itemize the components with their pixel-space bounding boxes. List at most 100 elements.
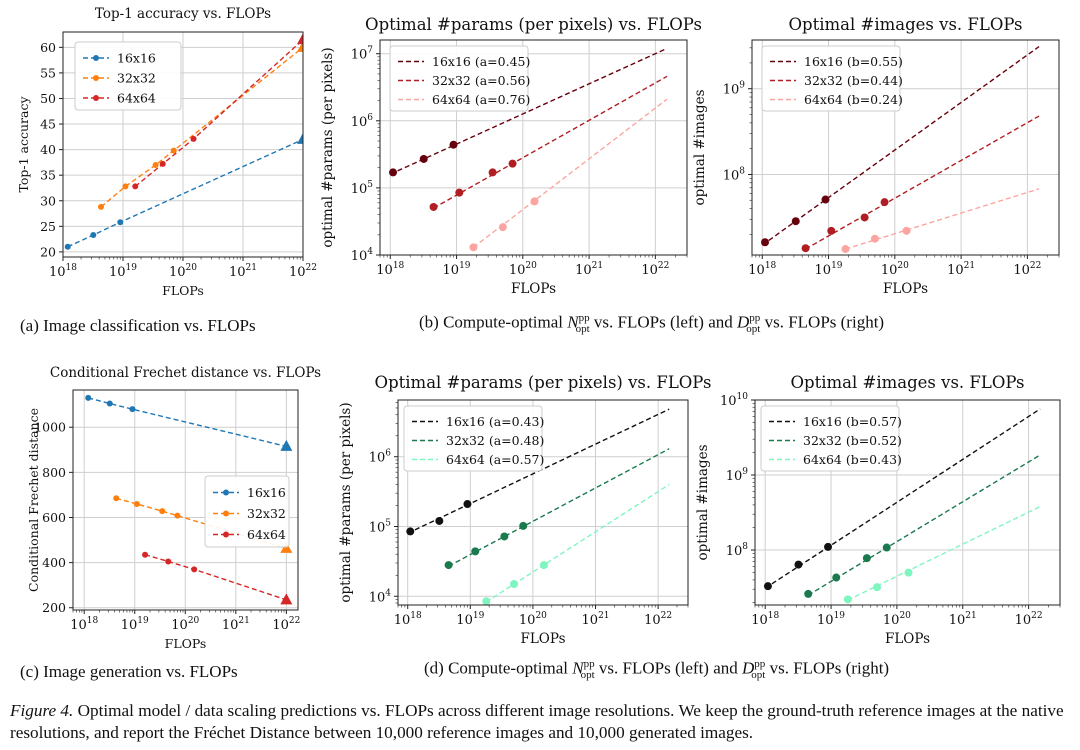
data-point [821,195,830,204]
series-2 [841,188,1040,254]
data-point [98,203,105,210]
data-point [860,213,869,222]
data-point [429,202,438,211]
axes-frame [62,31,304,258]
tick-exponent: 8 [739,166,745,176]
x-axis-label: FLOPs [511,281,556,297]
data-point [902,226,911,235]
caption-a: (a) Image classification vs. FLOPs [20,316,256,335]
tick-base: 10 [222,618,239,633]
plot-area [64,33,303,250]
data-point [129,406,136,413]
tick-exponent: 20 [897,261,909,271]
data-point [870,234,879,243]
series-fit-line [448,448,670,567]
prediction-marker [280,593,293,605]
data-point [113,495,120,502]
data-point [455,188,464,197]
x-tick-label: 1018 [376,261,404,278]
legend: 16x16 32x32 64x64 [74,41,182,111]
tick-base: 10 [229,265,246,280]
y-tick-label: 106 [369,449,392,466]
tick-base: 10 [456,613,473,628]
chart-B: Optimal #params (per pixels) vs. FLOPs 10… [320,15,702,297]
series-fit-line [389,47,668,175]
data-point [498,223,507,232]
data-point [763,582,772,591]
tick-base: 10 [726,544,743,559]
data-point [824,542,833,551]
tick-base: 10 [171,618,188,633]
series-line [144,554,287,601]
tick-exponent: 22 [661,611,672,621]
data-point [761,238,770,247]
tick-exponent: 19 [126,263,138,273]
x-tick-label: 1021 [229,263,257,280]
series-line [88,397,287,448]
tick-base: 10 [748,263,765,278]
x-tick-label: 1022 [272,616,300,633]
x-tick-label: 1020 [509,261,537,278]
tick-base: 10 [1013,263,1030,278]
x-tick-label: 1019 [456,611,484,628]
series-fit-line [473,98,668,248]
tick-base: 10 [720,394,737,409]
grid [398,400,688,605]
chart-title: Conditional Frechet distance vs. FLOPs [50,365,321,381]
tick-exponent: 7 [367,46,373,56]
legend-box [403,405,543,472]
series-2 [469,98,668,252]
tick-exponent: 21 [598,611,609,621]
tick-base: 10 [947,263,964,278]
y-axis-label: optimal #params (per pixels) [320,47,336,247]
tick-exponent: 19 [834,611,846,621]
x-tick-label: 1019 [817,611,845,628]
tick-exponent: 4 [367,247,373,257]
tick-base: 10 [575,263,592,278]
tick-base: 10 [949,613,966,628]
caption-c: (c) Image generation vs. FLOPs [20,662,238,681]
legend-label: 32x32 (a=0.48) [446,433,544,448]
data-point [794,560,803,569]
series-1 [804,454,1041,598]
tick-base: 10 [644,613,661,628]
data-point [159,160,166,167]
tick-base: 10 [726,469,743,484]
y-tick-label: 109 [726,467,749,484]
tick-exponent: 19 [459,261,471,271]
x-tick-label: 1019 [109,263,137,280]
x-tick-label: 1019 [815,261,843,278]
x-tick-label: 1021 [222,616,250,633]
tick-base: 10 [49,265,66,280]
plot-area [761,46,1040,254]
legend-marker [93,55,99,61]
tick-exponent: 22 [1031,611,1042,621]
tick-base: 10 [351,182,368,197]
x-axis-label: FLOPs [520,631,565,647]
prediction-marker [297,132,303,144]
series-fit-line [807,454,1041,596]
data-point [132,183,139,190]
tick-base: 10 [881,263,898,278]
tick-exponent: 21 [238,616,249,626]
data-point [862,554,871,563]
tick-exponent: 5 [367,180,373,190]
chart-D: Conditional Frechet distance vs. FLOPs 10… [26,365,321,651]
y-tick-label: 106 [351,113,374,130]
data-point [469,243,478,252]
data-point [904,568,913,577]
legend-label: 32x32 (a=0.56) [432,73,530,88]
data-point [801,244,810,253]
tick-base: 10 [519,613,536,628]
data-point [449,140,458,149]
x-tick-label: 1022 [1013,261,1041,278]
tick-base: 10 [70,618,87,633]
data-point [406,527,415,536]
tick-base: 10 [815,263,832,278]
legend-label: 32x32 (b=0.44) [804,73,903,88]
tick-base: 10 [723,83,740,98]
prediction-marker [297,33,303,45]
plot-area [763,408,1041,604]
